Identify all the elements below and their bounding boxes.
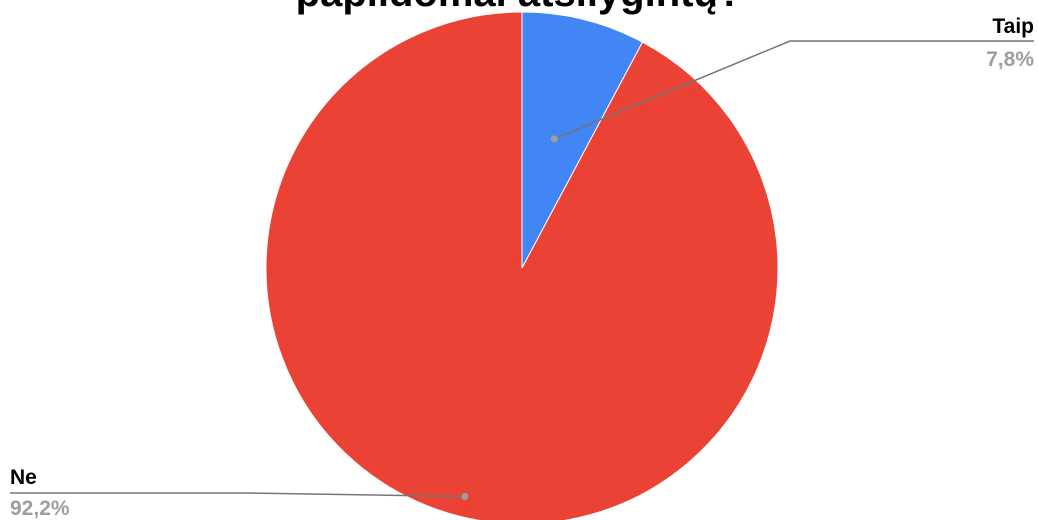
slice-value-ne: 92,2% [10, 497, 70, 520]
leader-dot-ne [461, 492, 469, 500]
pie-slice-ne [265, 11, 779, 520]
pie-slices [265, 11, 779, 520]
leader-line-ne [10, 492, 465, 498]
slice-value-taip: 7,8% [986, 48, 1034, 71]
leader-line-taip [554, 40, 1034, 140]
pie-slice-taip [521, 11, 644, 269]
chart-title: papildomai atsilygintų? [296, 0, 743, 15]
slice-label-taip: Taip [992, 15, 1034, 38]
slice-label-ne: Ne [10, 466, 37, 489]
pie-labels: Taip 7,8% Ne 92,2% [10, 15, 1034, 520]
leader-dot-taip [550, 135, 558, 143]
